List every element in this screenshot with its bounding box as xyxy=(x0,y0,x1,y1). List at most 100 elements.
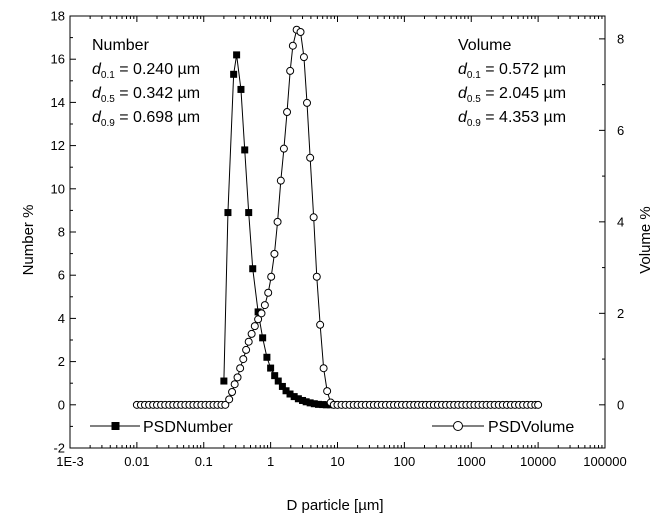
data-point xyxy=(239,355,248,364)
x-tick-label: 1000 xyxy=(457,454,486,469)
data-point xyxy=(230,380,239,389)
y-left-axis-title: Number % xyxy=(20,205,37,276)
data-point xyxy=(306,399,314,407)
data-point xyxy=(302,398,310,406)
x-tick-label: 100 xyxy=(394,454,416,469)
annotation-volume-line: d0.5 = 2.045 µm xyxy=(458,85,566,105)
data-point xyxy=(274,377,282,385)
legend: PSDNumber PSDVolume xyxy=(90,419,574,436)
annotation-number: Number d0.1 = 0.240 µm d0.5 = 0.342 µm d0.9… xyxy=(92,37,200,129)
legend-label-number: PSDNumber xyxy=(143,419,233,436)
x-tick-label: 0.01 xyxy=(124,454,149,469)
y-left-tick-label: 14 xyxy=(51,95,65,110)
data-point xyxy=(288,41,297,50)
data-point xyxy=(271,372,279,380)
y-left-tick-label: 4 xyxy=(58,311,65,326)
data-point xyxy=(273,217,282,226)
x-tick-label: 1 xyxy=(267,454,274,469)
data-point xyxy=(286,390,294,398)
annotation-volume-title: Volume xyxy=(458,37,511,54)
data-point xyxy=(260,301,269,310)
data-point xyxy=(237,85,245,93)
x-tick-label: 0.1 xyxy=(195,454,213,469)
legend-marker-number xyxy=(111,422,120,430)
annotation-volume-line: d0.9 = 4.353 µm xyxy=(458,109,566,129)
data-point xyxy=(230,70,238,78)
series-psd-number xyxy=(220,51,338,409)
data-point xyxy=(236,364,245,373)
data-point xyxy=(225,395,234,404)
y-right-tick-label: 4 xyxy=(617,214,624,229)
data-point xyxy=(294,395,302,403)
data-point xyxy=(283,108,292,117)
y-left-tick-label: 8 xyxy=(58,225,65,240)
data-point xyxy=(310,400,318,408)
data-point xyxy=(282,387,290,395)
data-point xyxy=(247,329,256,338)
data-point xyxy=(299,53,308,62)
data-point xyxy=(245,209,253,217)
data-point xyxy=(303,98,312,107)
data-point xyxy=(233,373,242,382)
data-point xyxy=(286,66,295,75)
x-tick-label: 10 xyxy=(330,454,344,469)
annotation-number-line: d0.1 = 0.240 µm xyxy=(92,61,200,81)
data-point xyxy=(257,309,266,318)
data-point xyxy=(242,345,251,354)
data-point xyxy=(296,28,305,37)
data-point xyxy=(319,401,327,409)
data-point xyxy=(315,400,323,408)
legend-label-volume: PSDVolume xyxy=(488,419,574,436)
y-right-tick-label: 8 xyxy=(617,31,624,46)
data-point xyxy=(306,153,315,162)
y-left-tick-label: 0 xyxy=(58,397,65,412)
data-point xyxy=(259,334,267,342)
annotation-number-line: d0.5 = 0.342 µm xyxy=(92,85,200,105)
data-point xyxy=(309,213,318,222)
annotation-volume-line: d0.1 = 0.572 µm xyxy=(458,61,566,81)
data-point xyxy=(244,337,253,346)
annotation-number-title: Number xyxy=(92,37,150,54)
data-point xyxy=(279,144,288,153)
data-point xyxy=(290,393,298,401)
x-axis-title: D particle [µm] xyxy=(287,497,384,514)
y-left-tick-label: 2 xyxy=(58,354,65,369)
data-point xyxy=(534,400,543,409)
data-point xyxy=(250,322,259,331)
y-left-tick-label: 12 xyxy=(51,138,65,153)
data-point xyxy=(224,209,232,217)
y-left-tick-label: 10 xyxy=(51,181,65,196)
annotations: Number d0.1 = 0.240 µm d0.5 = 0.342 µm d0.9… xyxy=(92,37,566,129)
data-point xyxy=(278,382,286,390)
data-point xyxy=(319,364,328,373)
y-left-tick-label: 6 xyxy=(58,268,65,283)
x-tick-label: 100000 xyxy=(583,454,626,469)
data-point xyxy=(267,364,275,372)
data-point xyxy=(241,146,249,154)
data-point xyxy=(312,272,321,281)
y-right-axis-title: Volume % xyxy=(637,206,654,274)
data-point xyxy=(228,388,237,397)
data-point xyxy=(299,396,307,404)
y-left-tick-label: 16 xyxy=(51,52,65,67)
y-left-tick-label: 18 xyxy=(51,9,65,24)
x-tick-label: 1E-3 xyxy=(56,454,83,469)
data-point xyxy=(316,320,325,329)
data-point xyxy=(267,272,276,281)
data-point xyxy=(322,401,330,409)
data-point xyxy=(254,315,263,324)
data-point xyxy=(323,387,332,396)
data-point xyxy=(249,265,257,273)
annotation-number-line: d0.9 = 0.698 µm xyxy=(92,109,200,129)
legend-marker-volume xyxy=(453,421,463,431)
data-point xyxy=(264,288,273,297)
y-left-tick-label: -2 xyxy=(53,441,65,456)
series-psd-volume xyxy=(132,25,543,409)
plot-frame xyxy=(69,15,606,449)
data-point xyxy=(233,51,241,59)
data-point xyxy=(220,377,228,385)
y-right-tick-label: 0 xyxy=(617,397,624,412)
annotation-volume: Volume d0.1 = 0.572 µm d0.5 = 2.045 µm d0.9… xyxy=(458,37,566,129)
series-line xyxy=(223,54,335,406)
data-point xyxy=(263,353,271,361)
